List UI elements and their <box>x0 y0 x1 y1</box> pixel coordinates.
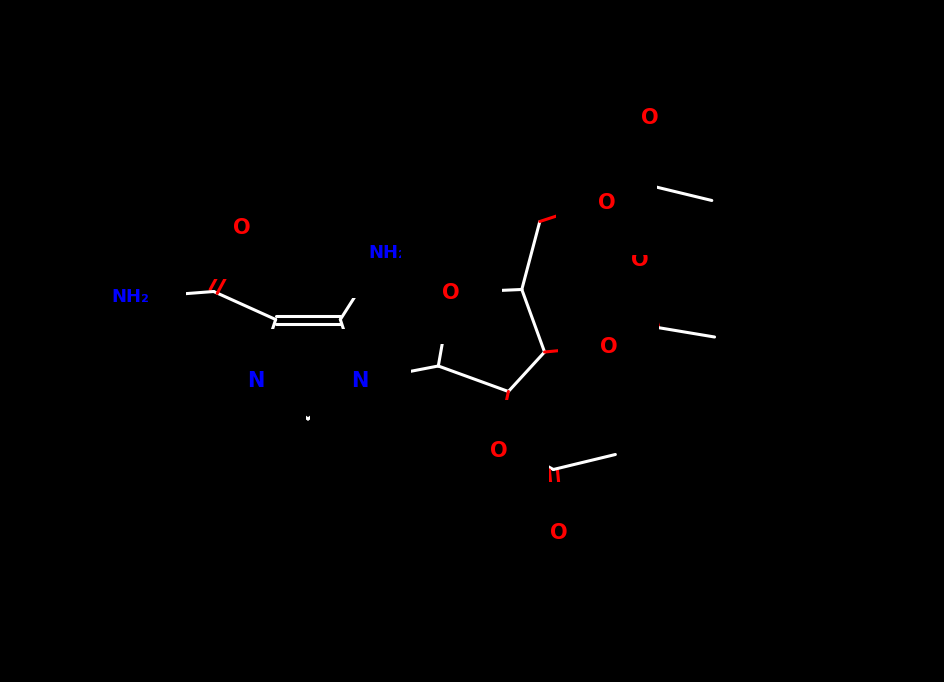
Text: O: O <box>640 108 658 128</box>
Text: N: N <box>351 371 368 391</box>
Text: NH₂: NH₂ <box>368 243 406 261</box>
Text: O: O <box>549 524 566 544</box>
Text: O: O <box>489 441 507 462</box>
Text: O: O <box>442 282 460 303</box>
Text: O: O <box>598 194 615 213</box>
Text: NH₂: NH₂ <box>111 288 149 306</box>
Text: O: O <box>232 218 250 237</box>
Text: O: O <box>599 337 616 357</box>
Text: N: N <box>246 371 264 391</box>
Text: O: O <box>630 250 648 270</box>
